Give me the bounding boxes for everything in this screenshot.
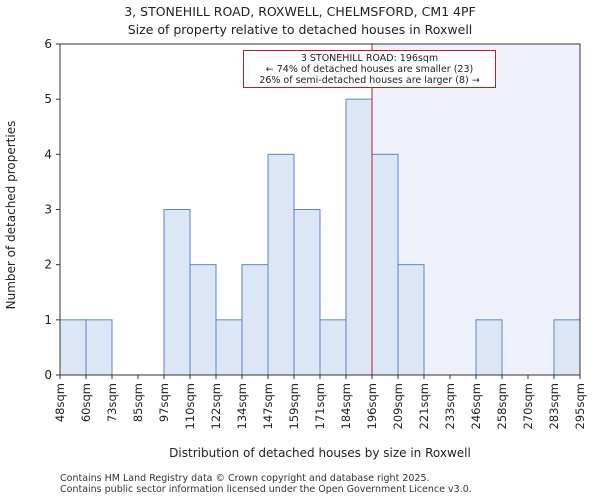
x-tick-label: 97sqm: [157, 383, 171, 422]
x-tick-label: 184sqm: [339, 383, 353, 429]
x-tick-label: 209sqm: [391, 383, 405, 429]
y-tick-label: 3: [44, 203, 52, 217]
x-tick-label: 221sqm: [417, 383, 431, 429]
x-tick-label: 233sqm: [443, 383, 457, 429]
attribution-line2: Contains public sector information licen…: [60, 484, 472, 495]
bar-283sqm: [553, 319, 581, 376]
bar-246sqm: [475, 319, 503, 376]
y-axis-label: Number of detached properties: [4, 121, 18, 310]
y-tick-label: 6: [44, 37, 52, 51]
annotation-line2: ← 74% of detached houses are smaller (23…: [265, 64, 474, 75]
x-tick-label: 60sqm: [79, 383, 93, 422]
y-tick-label: 1: [44, 313, 52, 327]
bar-122sqm: [215, 319, 243, 376]
bar-184sqm: [345, 98, 373, 376]
bar-48sqm: [59, 319, 87, 376]
bar-134sqm: [241, 264, 269, 376]
bar-147sqm: [267, 153, 295, 376]
x-tick-label: 159sqm: [287, 383, 301, 429]
attribution-line1: Contains HM Land Registry data © Crown c…: [60, 473, 430, 484]
annotation-line1: 3 STONEHILL ROAD: 196sqm: [300, 53, 439, 64]
x-tick-label: 134sqm: [235, 383, 249, 429]
x-tick-label: 110sqm: [183, 383, 197, 429]
bar-196sqm: [371, 153, 399, 376]
bar-171sqm: [319, 319, 347, 376]
x-tick-label: 171sqm: [313, 383, 327, 429]
y-tick-label: 2: [44, 258, 52, 272]
x-axis-label: Distribution of detached houses by size …: [169, 446, 471, 460]
y-tick-label: 4: [44, 147, 52, 161]
x-tick-label: 73sqm: [105, 383, 119, 422]
x-tick-label: 196sqm: [365, 383, 379, 429]
annotation-line3: 26% of semi-detached houses are larger (…: [259, 75, 480, 86]
chart-title-line2: Size of property relative to detached ho…: [127, 22, 473, 37]
x-tick-label: 147sqm: [261, 383, 275, 429]
bar-60sqm: [85, 319, 113, 376]
chart-title-line1: 3, STONEHILL ROAD, ROXWELL, CHELMSFORD, …: [124, 4, 476, 19]
chart-title: 3, STONEHILL ROAD, ROXWELL, CHELMSFORD, …: [0, 3, 600, 39]
x-tick-label: 258sqm: [495, 383, 509, 429]
x-tick-label: 122sqm: [209, 383, 223, 429]
bar-209sqm: [397, 264, 425, 376]
y-tick-label: 0: [44, 368, 52, 382]
x-tick-label: 295sqm: [573, 383, 587, 429]
annotation-box: 3 STONEHILL ROAD: 196sqm ← 74% of detach…: [243, 50, 496, 88]
attribution: Contains HM Land Registry data © Crown c…: [60, 473, 472, 495]
y-tick-label: 5: [44, 92, 52, 106]
bar-159sqm: [293, 209, 321, 376]
x-tick-label: 85sqm: [131, 383, 145, 422]
x-tick-label: 270sqm: [521, 383, 535, 429]
x-tick-label: 283sqm: [547, 383, 561, 429]
bar-97sqm: [163, 209, 191, 376]
x-tick-label: 246sqm: [469, 383, 483, 429]
bar-110sqm: [189, 264, 217, 376]
x-tick-label: 48sqm: [53, 383, 67, 422]
